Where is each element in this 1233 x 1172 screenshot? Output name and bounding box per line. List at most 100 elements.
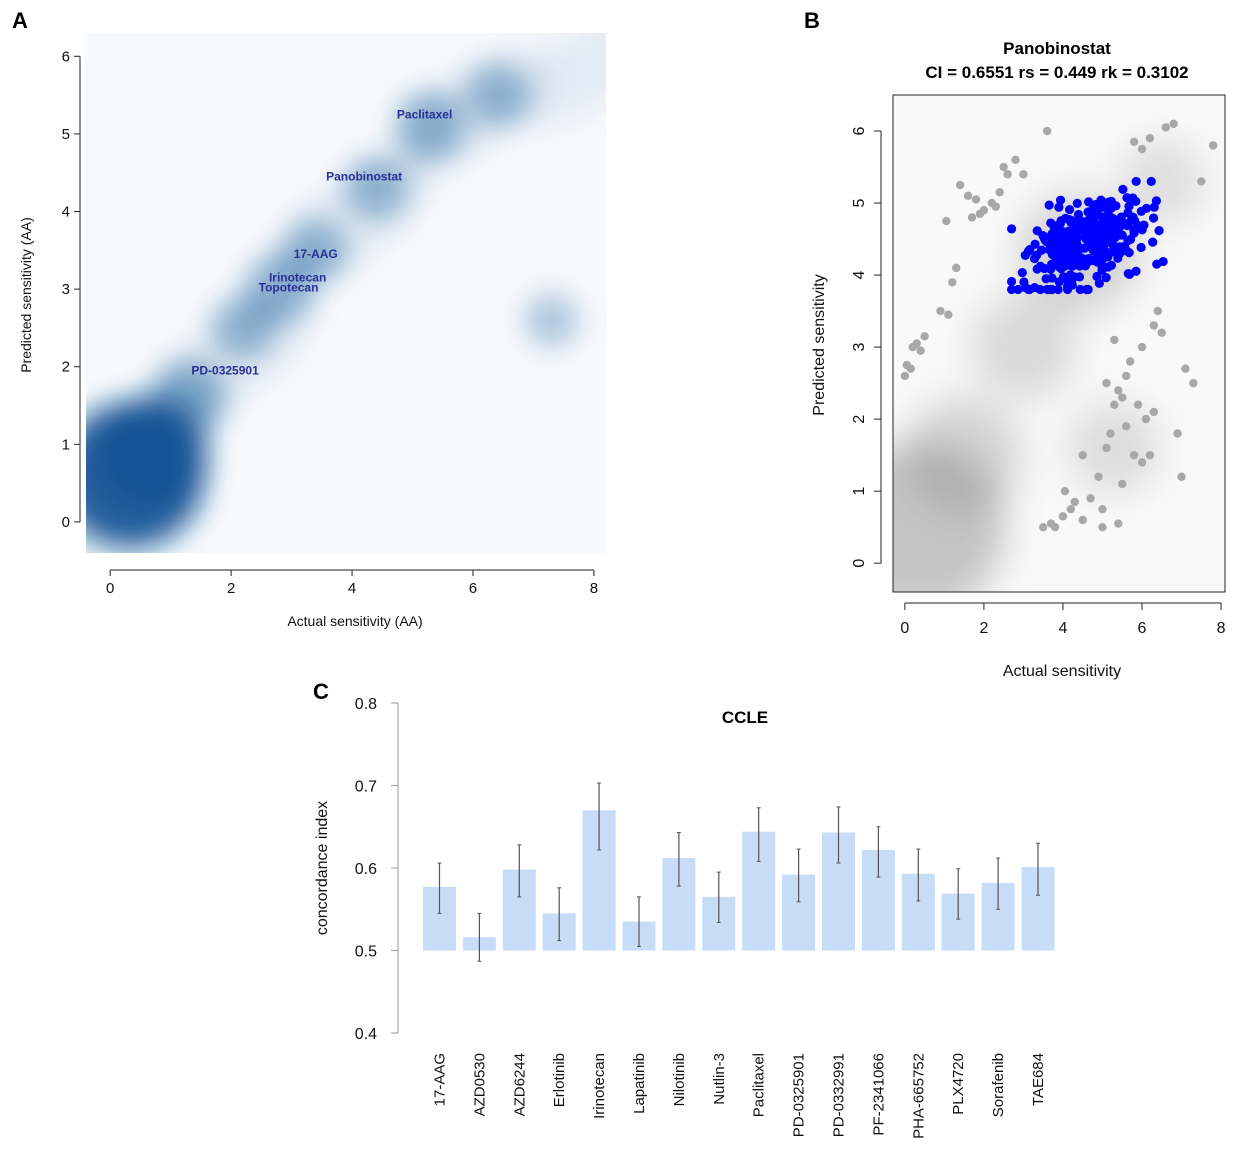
background-point-20 [999,162,1008,172]
highlight-point-67 [1013,284,1023,295]
panel-b-subtitle: CI = 0.6551 rs = 0.449 rk = 0.3102 [925,63,1188,82]
highlight-point-286 [1106,260,1117,270]
panel-a-x-tick-label-4: 8 [590,580,598,597]
panel-c-y-tick-label-4: 0.8 [355,696,377,713]
panel-a-y-tick-label-6: 6 [62,48,70,65]
panel-b-scatter-chart: Panobinostat CI = 0.6551 rs = 0.449 rk =… [811,39,1226,680]
panel-a-x-tick-label-2: 4 [348,580,356,597]
background-point-28 [1161,123,1170,132]
background-point-39 [1070,497,1080,507]
highlight-point-319 [1082,229,1093,240]
background-point-9 [948,278,957,287]
background-point-56 [1133,400,1143,409]
highlight-point-307 [1060,254,1070,264]
background-point-11 [942,216,951,226]
panel-a-annotation-2: 17-AAG [294,247,338,261]
panel-a-x-tick-label-0: 0 [106,580,114,597]
panel-b-plot-frame [892,94,1226,593]
density-blob-5 [284,218,348,283]
background-point-0 [900,371,910,381]
highlight-point-318 [1078,221,1088,231]
density-blob-8 [465,63,529,127]
highlight-point-75 [1101,273,1111,283]
highlight-point-261 [1020,250,1030,260]
background-point-37 [1060,486,1070,496]
highlight-point-267 [1035,284,1045,295]
background-point-5 [916,346,925,355]
panel-b-x-tick-label-3: 6 [1138,620,1147,637]
highlight-point-255 [1113,253,1123,263]
highlight-point-222 [1038,231,1048,241]
category-label-15: TAE684 [1030,1053,1047,1106]
highlight-point-279 [1047,273,1057,283]
background-point-6 [920,332,929,341]
background-point-27 [1145,134,1155,143]
highlight-point-137 [1006,276,1017,287]
background-point-47 [1110,400,1119,409]
panel-label-b: B [804,8,820,33]
background-point-55 [1149,407,1159,417]
highlight-point-91 [1154,226,1164,236]
background-point-44 [1094,472,1103,481]
highlight-point-302 [1076,253,1086,263]
highlight-point-280 [1099,202,1110,212]
panel-a-density-layer [86,33,606,553]
highlight-point-251 [1083,284,1093,295]
background-point-40 [1078,515,1087,525]
highlight-point-256 [1030,239,1040,249]
panel-b-y-tick-label-6: 6 [851,126,868,135]
background-point-14 [967,213,977,222]
panel-label-a: A [12,8,28,33]
background-point-13 [963,191,973,201]
density-blob-1 [906,397,1023,514]
panel-c-y-tick-label-3: 0.7 [355,779,377,796]
panel-b-x-tick-label-4: 8 [1217,620,1226,637]
category-label-13: PLX4720 [950,1053,967,1115]
highlight-point-148 [1017,267,1027,278]
highlight-point-304 [1086,239,1096,250]
highlight-point-95 [1116,212,1126,222]
background-point-51 [1121,422,1131,431]
panel-b-title: Panobinostat [1003,39,1111,58]
background-point-48 [1118,393,1127,402]
panel-a-density-blobs [86,33,606,553]
highlight-point-249 [1055,195,1066,205]
highlight-point-310 [1071,216,1082,227]
highlight-point-294 [1092,271,1102,282]
category-label-6: Nilotinib [671,1053,688,1106]
background-point-69 [1098,504,1107,514]
highlight-point-269 [1054,277,1064,287]
panel-a-density-chart: Paclitaxel Panobinostat 17-AAG IrinotecanTo… [18,33,606,629]
panel-b-highlight-points [1006,176,1168,295]
highlight-point-204 [1129,228,1139,238]
background-point-30 [1197,177,1206,186]
panel-b-y-tick-label-0: 0 [851,559,868,568]
highlight-point-295 [1044,245,1055,255]
highlight-point-233 [1124,201,1134,211]
density-blob-2 [971,295,1076,400]
category-label-0: 17-AAG [432,1053,449,1106]
panel-a-y-axis-label: Predicted sensitivity (AA) [18,217,34,373]
highlight-point-70 [1064,226,1074,236]
panel-b-x-axis-label: Actual sensitivity [1003,663,1121,680]
category-label-1: AZD0530 [471,1053,488,1116]
panel-c-bar-chart: CCLE 17-AAG AZD0530 AZD6244 Erlotinib Irinot… [314,696,1055,1139]
panel-a-y-tick-label-0: 0 [62,514,70,531]
density-blob-2 [151,360,227,436]
panel-a-axes: 0 2 4 6 8 0 1 2 3 4 5 6 [62,48,598,597]
panel-b-y-axis-label: Predicted sensitivity [811,274,828,415]
background-point-41 [1098,522,1107,532]
highlight-point-103 [1131,176,1141,187]
highlight-point-195 [1123,236,1133,246]
panel-b-y-tick-label-5: 5 [851,198,868,207]
highlight-point-246 [1036,245,1047,255]
background-point-38 [1066,504,1076,514]
background-point-54 [1141,414,1151,424]
highlight-point-281 [1137,225,1147,235]
panel-a-y-tick-label-3: 3 [62,281,70,298]
highlight-point-315 [1108,240,1118,250]
panel-a-annotation-3: Irinotecan [269,270,326,284]
category-label-7: Nutlin-3 [711,1053,728,1105]
background-point-61 [1157,328,1166,337]
